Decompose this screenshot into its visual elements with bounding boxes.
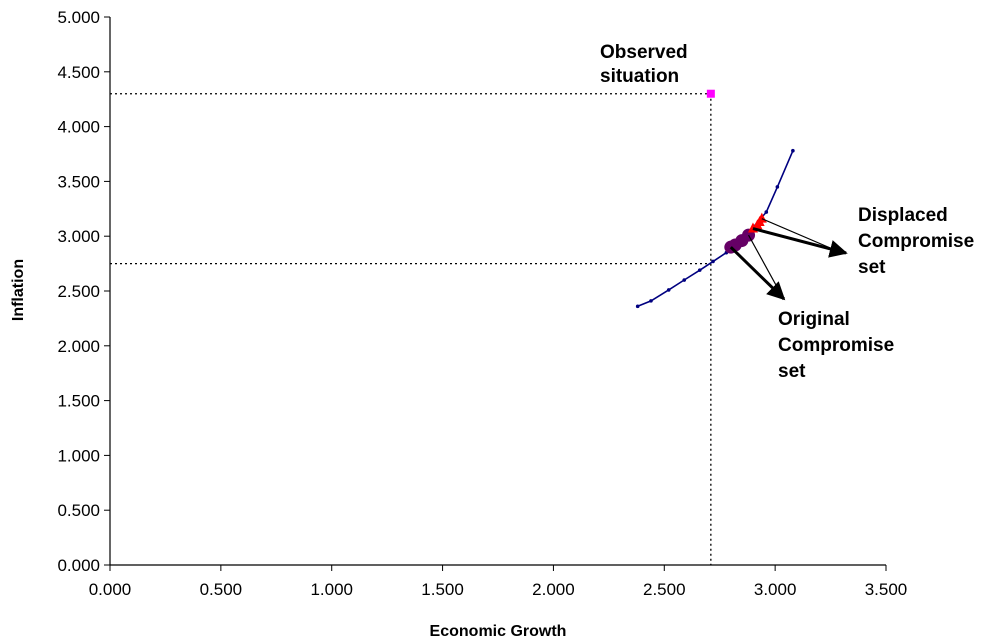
- displaced-compromise-label: Displaced Compromise set: [858, 205, 974, 278]
- frontier-point: [697, 268, 702, 272]
- x-tick-label: 1.500: [421, 580, 464, 599]
- frontier-point: [682, 278, 687, 282]
- x-tick-label: 0.000: [89, 580, 132, 599]
- frontier-point: [775, 185, 780, 189]
- original-compromise-label-line: Original: [778, 309, 850, 330]
- original-compromise-label-line: Compromise: [778, 335, 894, 356]
- displaced-compromise-label-line: Displaced: [858, 205, 948, 226]
- x-tick-label: 2.000: [532, 580, 575, 599]
- x-axis-title: Economic Growth: [430, 623, 567, 640]
- observed-situation-label: Observed situation: [600, 42, 688, 87]
- frontier-point: [666, 288, 671, 292]
- y-tick-label: 2.500: [57, 282, 100, 301]
- displaced-compromise-label-line: Compromise: [858, 231, 974, 252]
- y-axis-title: Inflation: [10, 259, 27, 321]
- frontier-point: [711, 259, 715, 264]
- original-arrow: [729, 246, 786, 301]
- y-tick-label: 4.500: [57, 63, 100, 82]
- y-tick-label: 1.000: [57, 446, 100, 465]
- y-tick-label: 2.000: [57, 337, 100, 356]
- y-tick-label: 0.500: [57, 501, 100, 520]
- y-tick-label: 3.000: [57, 227, 100, 246]
- x-tick-label: 2.500: [643, 580, 686, 599]
- y-tick-label: 1.500: [57, 392, 100, 411]
- x-tick-label: 1.000: [310, 580, 353, 599]
- y-tick-label: 4.000: [57, 118, 100, 137]
- guide-lines: [110, 93, 712, 565]
- displaced-arrow: [752, 227, 848, 258]
- displaced-compromise-label-line: set: [858, 257, 886, 278]
- observed-situation-label-line: situation: [600, 66, 679, 87]
- x-tick-label: 3.500: [865, 580, 908, 599]
- y-tick-label: 3.500: [57, 172, 100, 191]
- observed-situation-marker: [706, 89, 715, 98]
- x-tick-label: 3.000: [754, 580, 797, 599]
- original-compromise-label-line: set: [778, 361, 806, 382]
- y-tick-label: 0.000: [57, 556, 100, 575]
- y-tick-label: 5.000: [57, 8, 100, 27]
- frontier-point: [649, 299, 653, 303]
- original-compromise-label: Original Compromise set: [778, 309, 894, 382]
- frontier-point: [764, 210, 769, 214]
- frontier-point: [791, 148, 795, 153]
- original-pointer-line: [748, 234, 783, 297]
- axes: 0.000 0.500 1.000 1.500 2.000 2.500 3.000 3.500…: [57, 8, 907, 599]
- efficient-frontier-line: [637, 150, 794, 308]
- x-tick-label: 0.500: [200, 580, 243, 599]
- observed-situation-label-line: Observed: [600, 42, 688, 63]
- frontier-point: [635, 304, 640, 309]
